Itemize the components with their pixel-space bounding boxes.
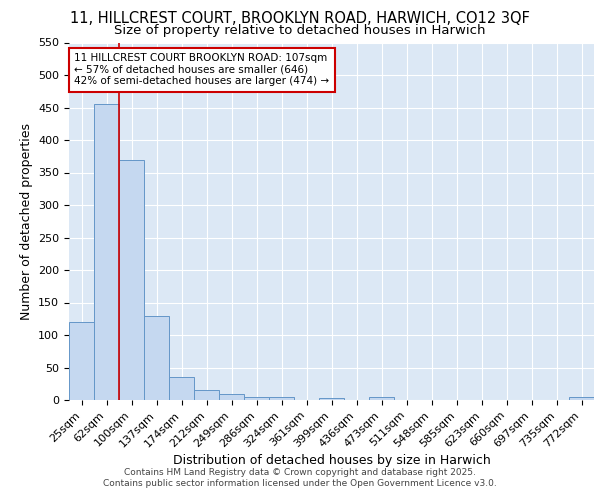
Bar (369, 397, 394, 400)
Bar (269, 398, 294, 400)
Y-axis label: Number of detached properties: Number of detached properties (20, 122, 32, 320)
Bar (194, 390, 219, 400)
Text: Contains HM Land Registry data © Crown copyright and database right 2025.
Contai: Contains HM Land Registry data © Crown c… (103, 468, 497, 487)
Bar (94, 104, 119, 400)
Bar (219, 394, 244, 400)
Bar (319, 398, 344, 400)
Bar (119, 160, 144, 400)
Text: 11, HILLCREST COURT, BROOKLYN ROAD, HARWICH, CO12 3QF: 11, HILLCREST COURT, BROOKLYN ROAD, HARW… (70, 11, 530, 26)
Text: 11 HILLCREST COURT BROOKLYN ROAD: 107sqm
← 57% of detached houses are smaller (6: 11 HILLCREST COURT BROOKLYN ROAD: 107sqm… (74, 53, 329, 86)
Text: Size of property relative to detached houses in Harwich: Size of property relative to detached ho… (114, 24, 486, 37)
Bar (69, 322, 94, 400)
Bar (569, 398, 594, 400)
Bar (144, 316, 169, 400)
Bar (244, 397, 269, 400)
X-axis label: Distribution of detached houses by size in Harwich: Distribution of detached houses by size … (173, 454, 490, 468)
Bar (169, 377, 194, 400)
